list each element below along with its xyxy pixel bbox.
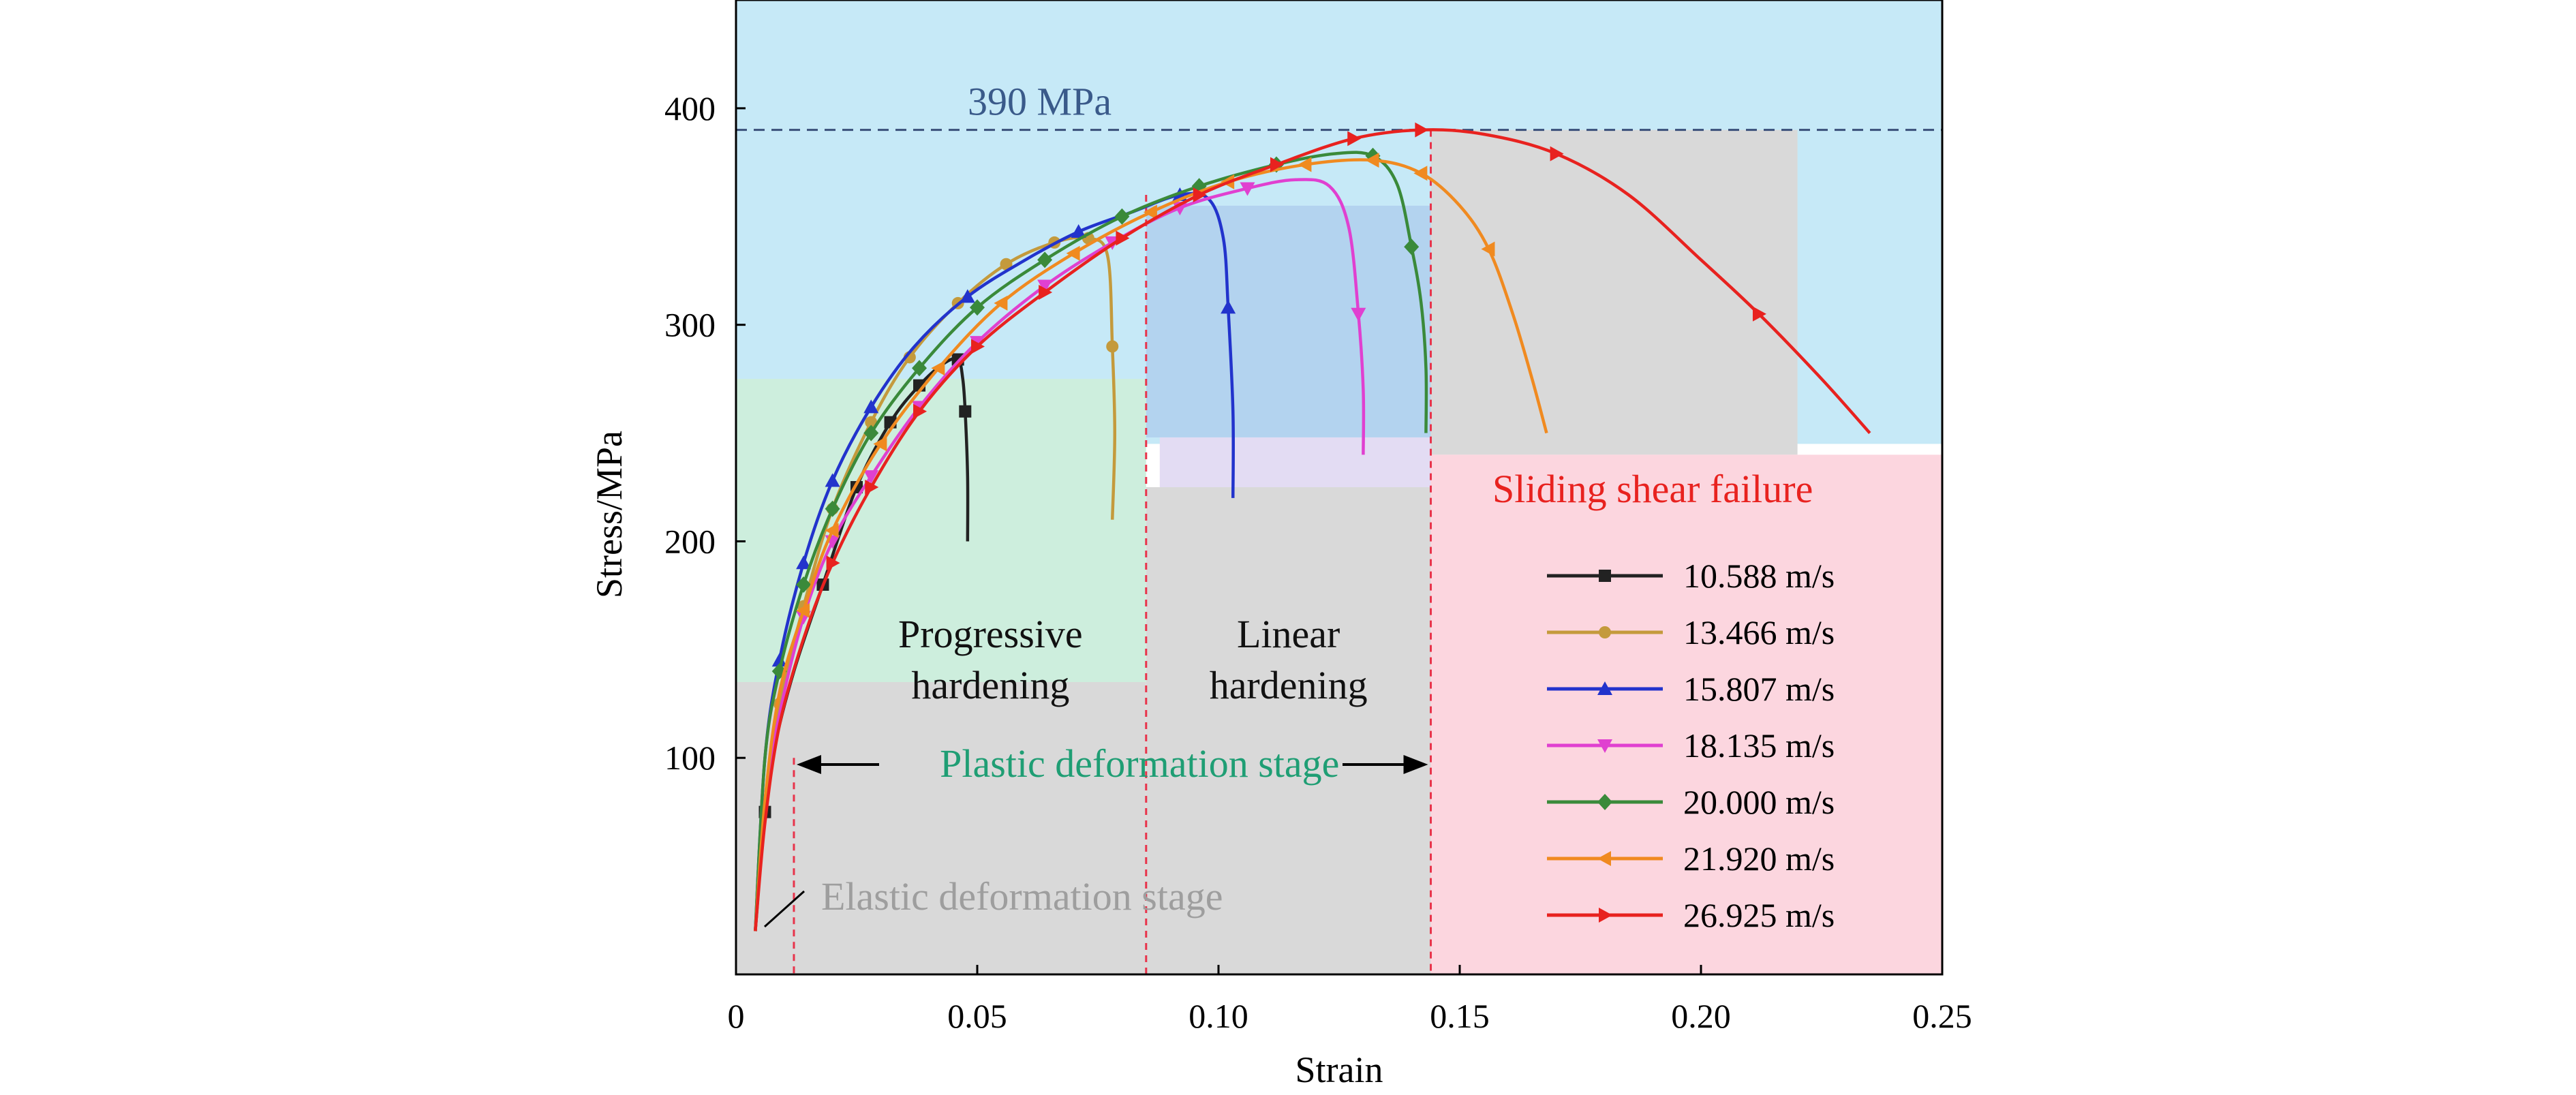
progressive-hardening-label-2: hardening	[911, 663, 1069, 707]
linear-hardening-label-1: Linear	[1237, 612, 1340, 656]
legend-label: 18.135 m/s	[1683, 726, 1835, 765]
linear-hardening-label-2: hardening	[1210, 663, 1368, 707]
x-tick-label: 0.10	[1189, 997, 1248, 1035]
y-tick-label: 200	[664, 522, 716, 560]
x-tick-label: 0.20	[1671, 997, 1731, 1035]
legend-label: 15.807 m/s	[1683, 670, 1835, 708]
region-blue-mid	[1146, 206, 1431, 437]
x-tick-label: 0.15	[1430, 997, 1490, 1035]
region-lavender	[1160, 437, 1431, 487]
y-tick-label: 400	[664, 89, 716, 127]
series-1-point-7	[959, 405, 971, 418]
reference-label: 390 MPa	[968, 80, 1111, 124]
stress-strain-chart: 390 MPa Progressive hardening Linear har…	[0, 0, 2576, 1095]
y-tick-label: 100	[664, 739, 716, 777]
x-tick-label: 0.25	[1912, 997, 1972, 1035]
legend-label: 20.000 m/s	[1683, 783, 1835, 821]
x-axis-title: Strain	[1295, 1049, 1383, 1090]
region-gray-lower	[736, 682, 1146, 974]
y-tick-label: 300	[664, 306, 716, 344]
legend-label: 13.466 m/s	[1683, 613, 1835, 651]
legend-swatch-marker	[1599, 570, 1611, 582]
legend-label: 21.920 m/s	[1683, 839, 1835, 878]
series-2-point-10	[1106, 340, 1118, 352]
sliding-failure-label: Sliding shear failure	[1492, 467, 1813, 511]
x-tick-label: 0	[728, 997, 745, 1035]
legend-label: 26.925 m/s	[1683, 896, 1835, 934]
elastic-stage-label: Elastic deformation stage	[821, 874, 1223, 919]
region-gray-failure	[1431, 130, 1798, 455]
x-tick-label: 0.05	[947, 997, 1007, 1035]
legend-label: 10.588 m/s	[1683, 557, 1835, 595]
plastic-stage-label: Plastic deformation stage	[940, 741, 1339, 786]
progressive-hardening-label-1: Progressive	[898, 612, 1083, 656]
y-axis-title: Stress/MPa	[589, 431, 630, 598]
legend-swatch-marker	[1599, 626, 1611, 638]
